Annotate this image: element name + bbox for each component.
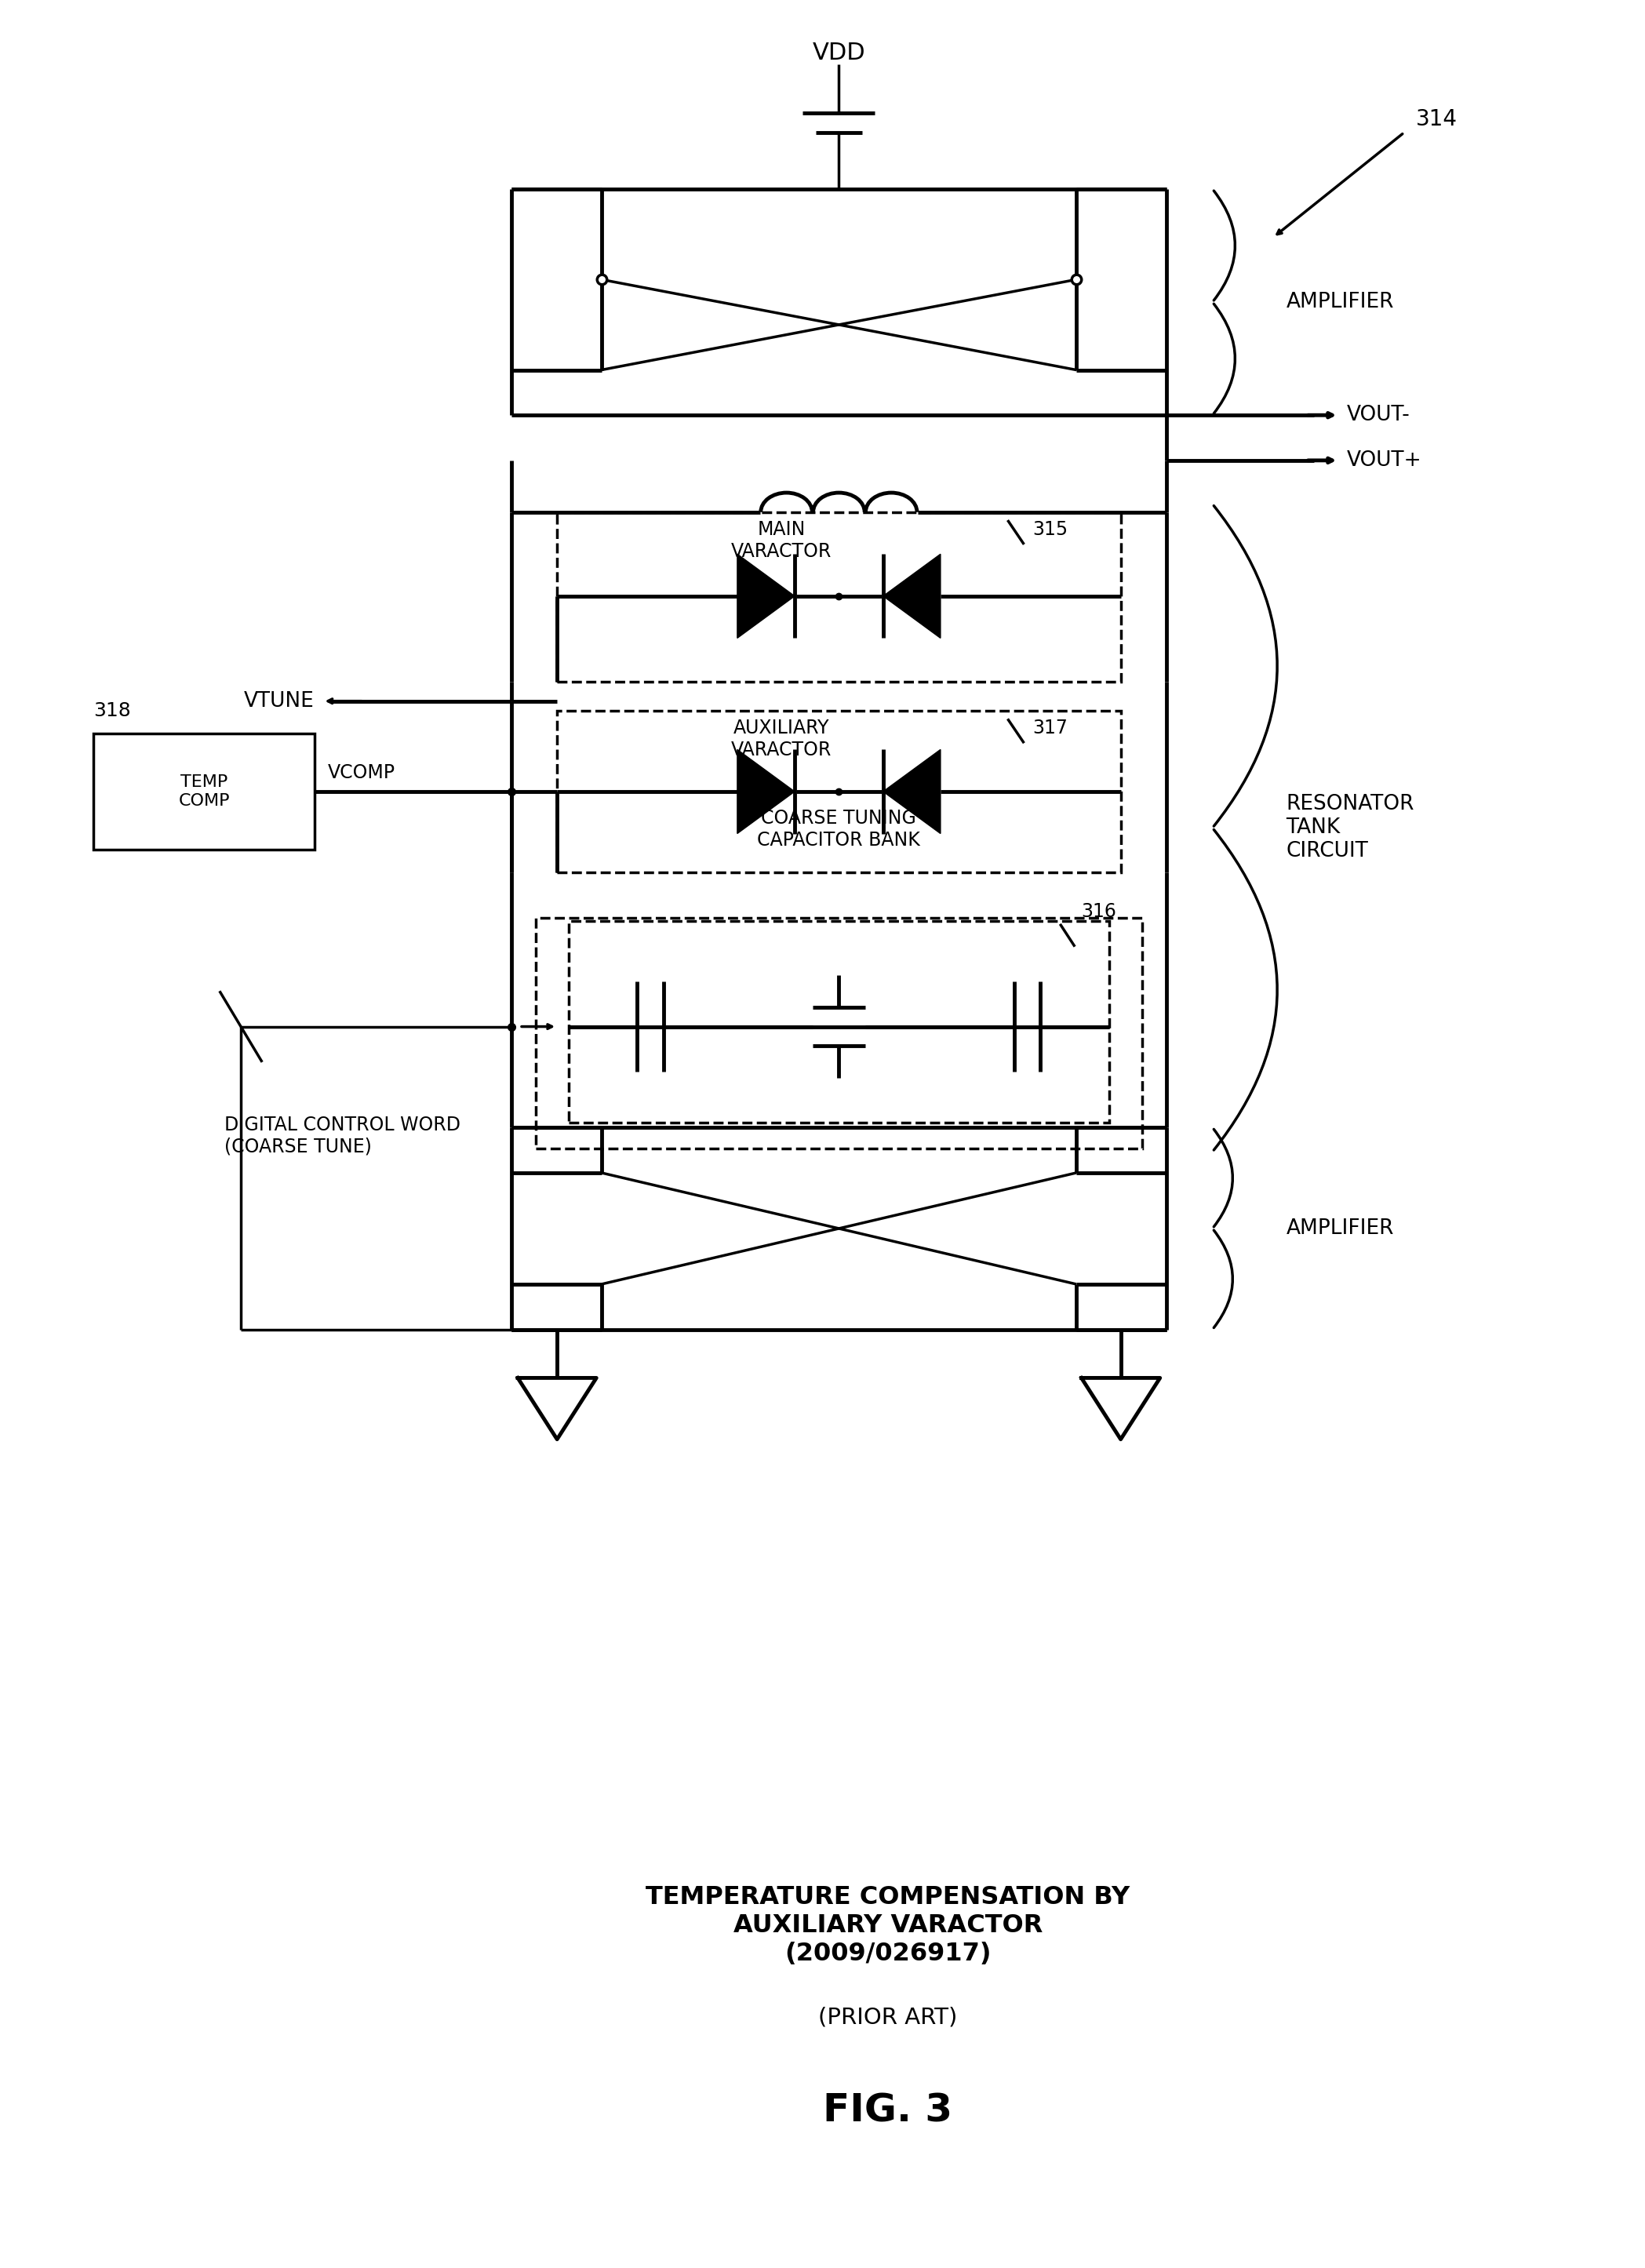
- Text: 317: 317: [1031, 719, 1068, 737]
- Bar: [569, 921, 1109, 1123]
- Polygon shape: [737, 553, 795, 637]
- Polygon shape: [737, 748, 795, 835]
- Text: TEMP
COMP: TEMP COMP: [178, 776, 230, 807]
- Text: DIGITAL CONTROL WORD
(COARSE TUNE): DIGITAL CONTROL WORD (COARSE TUNE): [224, 1116, 461, 1157]
- Text: 316: 316: [1081, 903, 1117, 921]
- Text: VOUT-: VOUT-: [1347, 406, 1410, 426]
- Text: COARSE TUNING
CAPACITOR BANK: COARSE TUNING CAPACITOR BANK: [757, 810, 921, 850]
- Polygon shape: [883, 748, 941, 835]
- Text: MAIN
VARACTOR: MAIN VARACTOR: [730, 519, 832, 560]
- Text: TEMPERATURE COMPENSATION BY
AUXILIARY VARACTOR
(2009/026917): TEMPERATURE COMPENSATION BY AUXILIARY VA…: [646, 1885, 1130, 1966]
- Text: 315: 315: [1031, 519, 1068, 540]
- Bar: [558, 710, 1120, 873]
- Text: VCOMP: VCOMP: [327, 762, 395, 782]
- Polygon shape: [518, 1379, 597, 1440]
- Text: VOUT+: VOUT+: [1347, 451, 1421, 469]
- Text: AUXILIARY
VARACTOR: AUXILIARY VARACTOR: [730, 719, 832, 760]
- Text: VDD: VDD: [813, 41, 865, 66]
- Text: AMPLIFIER: AMPLIFIER: [1286, 293, 1393, 313]
- Polygon shape: [883, 553, 941, 637]
- Text: 318: 318: [94, 701, 132, 721]
- Text: RESONATOR
TANK
CIRCUIT: RESONATOR TANK CIRCUIT: [1286, 794, 1415, 862]
- Text: FIG. 3: FIG. 3: [822, 2091, 952, 2130]
- Text: (PRIOR ART): (PRIOR ART): [819, 2007, 957, 2028]
- Text: AMPLIFIER: AMPLIFIER: [1286, 1218, 1393, 1238]
- Text: 314: 314: [1416, 109, 1457, 132]
- Bar: [94, 733, 314, 850]
- Bar: [536, 919, 1142, 1148]
- Bar: [558, 513, 1120, 683]
- Text: VTUNE: VTUNE: [243, 692, 314, 712]
- Polygon shape: [1081, 1379, 1160, 1440]
